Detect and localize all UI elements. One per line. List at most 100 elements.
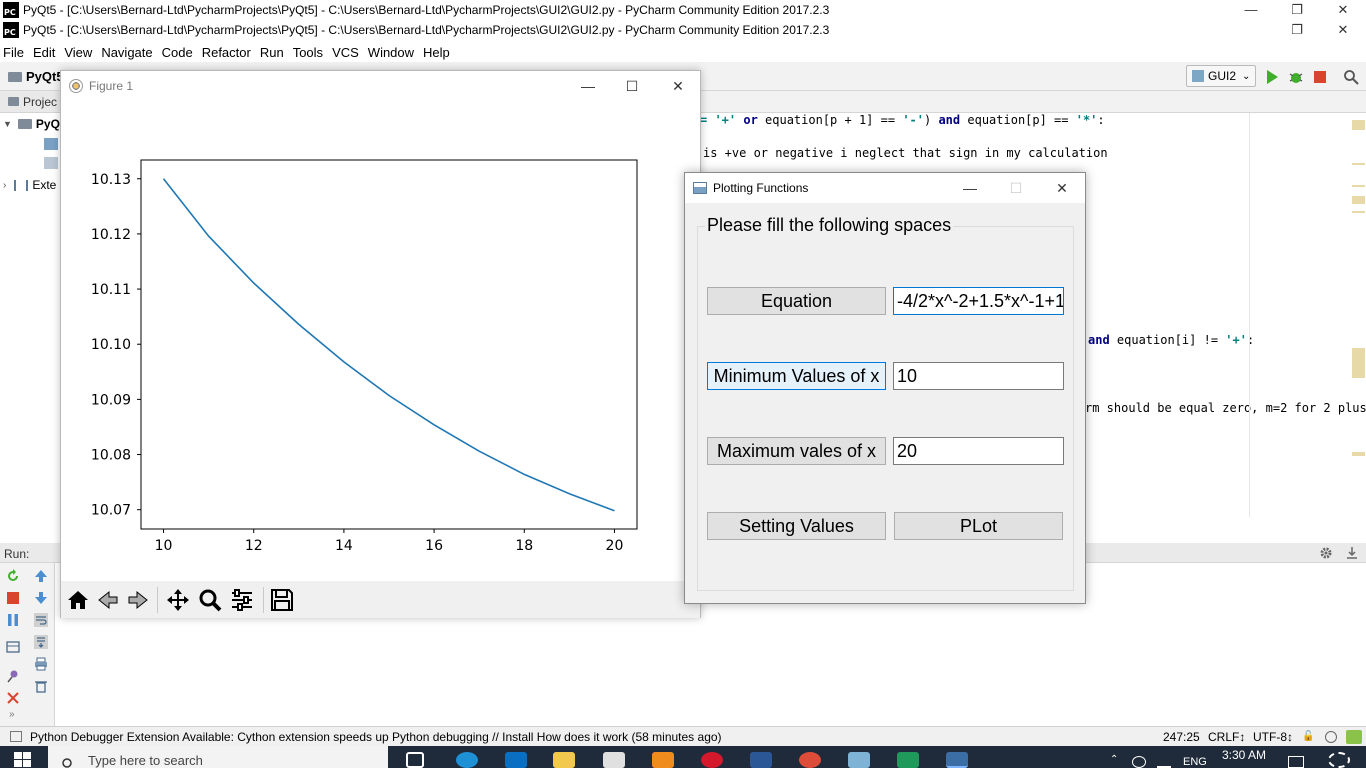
line-separator[interactable]: CRLF↕	[1208, 729, 1246, 744]
pycharm-taskbar-icon[interactable]	[897, 752, 919, 768]
minimize-icon[interactable]: —	[963, 180, 977, 196]
save-icon[interactable]	[267, 585, 297, 615]
task-view-icon[interactable]	[406, 752, 424, 768]
plot-button[interactable]: PLot	[894, 512, 1063, 540]
vlc-icon[interactable]	[652, 752, 674, 768]
close-icon[interactable]: ✕	[1337, 22, 1349, 37]
arrow-down-icon[interactable]	[34, 591, 48, 605]
menu-tools[interactable]: Tools	[292, 44, 324, 60]
scroll-to-end-icon[interactable]	[34, 635, 48, 649]
minimum-x-button[interactable]: Minimum Values of x	[707, 362, 886, 390]
restore-icon[interactable]: ❐	[1291, 2, 1303, 17]
stop-icon[interactable]	[1312, 69, 1328, 85]
menu-refactor[interactable]: Refactor	[201, 44, 251, 60]
menu-run[interactable]: Run	[259, 44, 284, 60]
restore-icon[interactable]: ❐	[1291, 22, 1303, 37]
shopping-bag-icon[interactable]	[603, 752, 625, 768]
close-icon[interactable]: ✕	[672, 78, 684, 94]
configure-icon[interactable]	[227, 585, 257, 615]
edge-icon[interactable]	[456, 752, 478, 768]
python-app-taskbar-icon[interactable]	[946, 752, 968, 768]
scroll-marker[interactable]	[1352, 163, 1365, 165]
maximize-icon[interactable]: ☐	[625, 78, 639, 94]
forward-icon[interactable]	[123, 585, 153, 615]
tool-windows-icon[interactable]	[10, 731, 22, 742]
arrow-up-icon[interactable]	[34, 569, 48, 583]
word-icon[interactable]	[750, 752, 772, 768]
file-encoding[interactable]: UTF-8↕	[1253, 729, 1293, 744]
close-icon[interactable]: ✕	[1337, 2, 1349, 17]
search-icon[interactable]	[1343, 69, 1359, 85]
gear-icon[interactable]	[1319, 546, 1333, 560]
maximum-x-button[interactable]: Maximum vales of x	[707, 437, 886, 465]
menu-vcs[interactable]: VCS	[332, 44, 359, 60]
scroll-marker[interactable]	[1352, 196, 1365, 204]
restore-layout-icon[interactable]	[6, 640, 20, 654]
windows-start-icon[interactable]	[14, 752, 32, 768]
taskbar-search[interactable]: Type here to search	[48, 746, 388, 768]
menu-code[interactable]: Code	[161, 44, 193, 60]
maximum-x-input[interactable]: 20	[893, 437, 1064, 465]
print-icon[interactable]	[34, 657, 48, 671]
plot-canvas[interactable]: 10 12 14 16 18 20 10.07 10.08 10.09 10.10 10.11 10.…	[61, 101, 700, 581]
opera-icon[interactable]	[701, 752, 723, 768]
pause-icon[interactable]	[6, 613, 20, 627]
menu-file[interactable]: File	[3, 44, 24, 60]
debug-icon[interactable]	[1288, 69, 1304, 85]
menu-navigate[interactable]: Navigate	[101, 44, 153, 60]
status-message[interactable]: Python Debugger Extension Available: Cyt…	[30, 729, 722, 744]
dialog-title-bar[interactable]: Plotting Functions	[685, 173, 1085, 203]
taskbar-clock[interactable]: 3:30 AM	[1222, 748, 1267, 762]
file-icon[interactable]	[44, 157, 58, 169]
pin-icon[interactable]	[6, 669, 20, 683]
external-libraries[interactable]: › Exte	[3, 178, 57, 192]
event-log-icon[interactable]	[1346, 729, 1362, 744]
lock-icon[interactable]: 🔓	[1302, 731, 1315, 742]
hide-panel-icon[interactable]	[1345, 546, 1359, 560]
rerun-icon[interactable]	[6, 569, 20, 583]
setting-values-button[interactable]: Setting Values	[707, 512, 886, 540]
volume-icon[interactable]	[1157, 756, 1171, 768]
minimize-icon[interactable]: —	[581, 78, 595, 94]
notifications-icon[interactable]	[1288, 756, 1304, 768]
tray-chevron-icon[interactable]: ⌃	[1110, 754, 1119, 765]
cursor-position[interactable]: 247:25	[1163, 729, 1200, 744]
home-icon[interactable]	[63, 585, 93, 615]
run-configuration-select[interactable]: GUI2 ⌄	[1186, 65, 1256, 87]
network-icon[interactable]	[1132, 756, 1146, 768]
chrome-icon[interactable]	[799, 752, 821, 768]
soft-wrap-icon[interactable]	[34, 613, 48, 627]
close-icon[interactable]	[6, 691, 20, 705]
menu-window[interactable]: Window	[367, 44, 415, 60]
scroll-marker[interactable]	[1352, 185, 1365, 187]
scroll-marker[interactable]	[1352, 120, 1365, 130]
minimum-x-input[interactable]: 10	[893, 362, 1064, 390]
menu-help[interactable]: Help	[423, 44, 450, 60]
menu-edit[interactable]: Edit	[32, 44, 56, 60]
language-indicator[interactable]: ENG	[1183, 756, 1207, 768]
close-icon[interactable]: ✕	[1056, 180, 1068, 196]
zoom-icon[interactable]	[195, 585, 225, 615]
store-icon[interactable]	[505, 752, 527, 768]
project-tool-header[interactable]: Projec	[0, 91, 62, 113]
menu-view[interactable]: View	[64, 44, 93, 60]
trash-icon[interactable]	[34, 679, 48, 693]
minimize-icon[interactable]	[1228, 20, 1274, 39]
figure-title-bar[interactable]: Figure 1	[61, 71, 700, 101]
equation-button[interactable]: Equation	[707, 287, 886, 315]
project-root[interactable]: ▼ PyQ	[3, 117, 60, 131]
breadcrumb[interactable]: PyQt5	[8, 69, 64, 84]
brightness-icon[interactable]	[1328, 752, 1350, 768]
paint-icon[interactable]	[848, 752, 870, 768]
scroll-marker[interactable]	[1352, 452, 1365, 456]
file-explorer-icon[interactable]	[553, 752, 575, 768]
minimize-icon[interactable]: —	[1244, 2, 1258, 17]
python-file-icon[interactable]	[44, 138, 58, 150]
back-icon[interactable]	[93, 585, 123, 615]
hector-icon[interactable]	[1325, 730, 1337, 743]
more-icon[interactable]: »	[9, 709, 15, 720]
stop-icon[interactable]	[6, 591, 20, 605]
scroll-marker[interactable]	[1352, 211, 1365, 213]
scroll-marker[interactable]	[1352, 348, 1365, 378]
run-icon[interactable]	[1264, 69, 1280, 85]
